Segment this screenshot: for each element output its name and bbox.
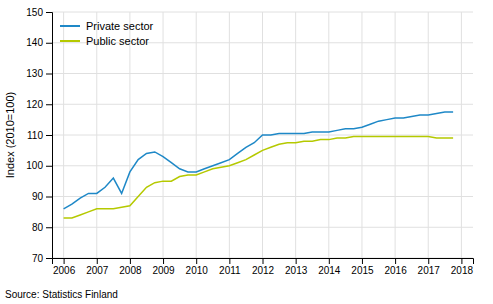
x-tick-mark	[64, 258, 65, 264]
legend: Private sector Public sector	[60, 20, 154, 47]
x-tick-label: 2011	[219, 265, 241, 276]
x-tick-mark	[263, 258, 264, 264]
x-tick: 2011	[219, 258, 241, 276]
legend-swatch	[60, 40, 80, 42]
x-tick-mark	[362, 258, 363, 264]
grid	[52, 12, 473, 258]
x-tick: 2015	[351, 258, 374, 276]
grid-line-x	[395, 12, 396, 258]
y-tick-mark	[46, 166, 52, 167]
legend-item: Private sector	[60, 20, 154, 32]
lines	[64, 112, 454, 218]
x-tick: 2013	[285, 258, 308, 276]
x-tick: 2007	[86, 258, 109, 276]
grid-line-x	[96, 12, 97, 258]
x-tick-label: 2017	[418, 265, 441, 276]
y-tick: 70	[32, 253, 52, 264]
y-tick-mark	[46, 227, 52, 228]
y-tick-mark	[46, 104, 52, 105]
x-tick-label: 2010	[186, 265, 209, 276]
x-tick: 2017	[418, 258, 441, 276]
x-tick-label: 2018	[451, 265, 474, 276]
y-tick-label: 100	[26, 160, 43, 171]
grid-line-x	[63, 12, 64, 258]
y-tick: 140	[26, 37, 52, 48]
y-tick: 90	[32, 191, 52, 202]
y-tick: 150	[26, 7, 52, 18]
grid-line-x	[295, 12, 296, 258]
y-axis-title: Index (2010=100)	[4, 92, 16, 179]
grid-line-x	[196, 12, 197, 258]
x-tick: 2014	[318, 258, 341, 276]
x-tick: 2010	[186, 258, 209, 276]
y-axis: 70 80 90 100 110 120 130 140 150	[26, 7, 52, 264]
x-tick-label: 2016	[384, 265, 407, 276]
x-tick-mark	[329, 258, 330, 264]
plot-area: 2006 2007 2008 2009 2010 2011 2012 2013 2014 2015…	[26, 7, 473, 276]
grid-line-x	[461, 12, 462, 258]
x-tick-mark	[461, 258, 462, 264]
x-tick-label: 2014	[318, 265, 341, 276]
legend-label: Private sector	[86, 20, 154, 32]
y-tick-mark	[46, 43, 52, 44]
y-tick-label: 130	[26, 68, 43, 79]
legend-item: Public sector	[60, 35, 149, 47]
x-tick-mark	[130, 258, 131, 264]
y-tick-mark	[46, 12, 52, 13]
legend-swatch	[60, 25, 80, 27]
chart: 2006 2007 2008 2009 2010 2011 2012 2013 2014 2015…	[0, 0, 493, 304]
x-tick-label: 2009	[152, 265, 175, 276]
series-line	[64, 112, 454, 209]
x-tick-mark	[229, 258, 230, 264]
y-tick: 100	[26, 160, 52, 171]
x-tick-label: 2006	[53, 265, 76, 276]
y-tick-mark	[46, 258, 52, 259]
x-tick-label: 2012	[252, 265, 275, 276]
x-tick: 2006	[53, 258, 76, 276]
grid-line-x	[361, 12, 362, 258]
y-tick-mark	[46, 74, 52, 75]
grid-line-x	[163, 12, 164, 258]
x-axis-line	[53, 259, 474, 265]
x-tick: 2018	[451, 258, 474, 276]
series-line	[64, 137, 454, 218]
x-tick-mark	[97, 258, 98, 264]
x-tick: 2016	[384, 258, 407, 276]
x-tick: 2009	[152, 258, 175, 276]
y-tick-label: 70	[32, 253, 44, 264]
y-tick-label: 110	[27, 130, 43, 141]
x-tick-label: 2008	[119, 265, 142, 276]
x-tick: 2012	[252, 258, 275, 276]
y-axis-line	[46, 13, 53, 259]
x-tick-label: 2013	[285, 265, 308, 276]
y-tick: 120	[26, 99, 52, 110]
grid-line-x	[428, 12, 429, 258]
y-tick-mark	[46, 135, 52, 136]
y-tick-mark	[46, 197, 52, 198]
y-tick: 80	[32, 222, 52, 233]
grid-line-x	[328, 12, 329, 258]
source-note: Source: Statistics Finland	[5, 289, 118, 300]
y-tick-label: 150	[26, 7, 43, 18]
y-tick: 110	[27, 130, 52, 141]
y-tick-label: 120	[26, 99, 43, 110]
x-tick-mark	[296, 258, 297, 264]
x-tick: 2008	[119, 258, 142, 276]
x-tick-label: 2007	[86, 265, 109, 276]
x-tick-mark	[395, 258, 396, 264]
y-tick-label: 140	[26, 37, 43, 48]
y-tick-label: 80	[32, 222, 44, 233]
grid-line-x	[229, 12, 230, 258]
y-tick-label: 90	[32, 191, 44, 202]
y-tick: 130	[26, 68, 52, 79]
x-tick-mark	[163, 258, 164, 264]
x-tick-mark	[428, 258, 429, 264]
x-tick-mark	[196, 258, 197, 264]
x-axis: 2006 2007 2008 2009 2010 2011 2012 2013 2014 2015…	[53, 258, 474, 276]
grid-line-x	[129, 12, 130, 258]
x-tick-label: 2015	[351, 265, 374, 276]
legend-label: Public sector	[86, 35, 149, 47]
